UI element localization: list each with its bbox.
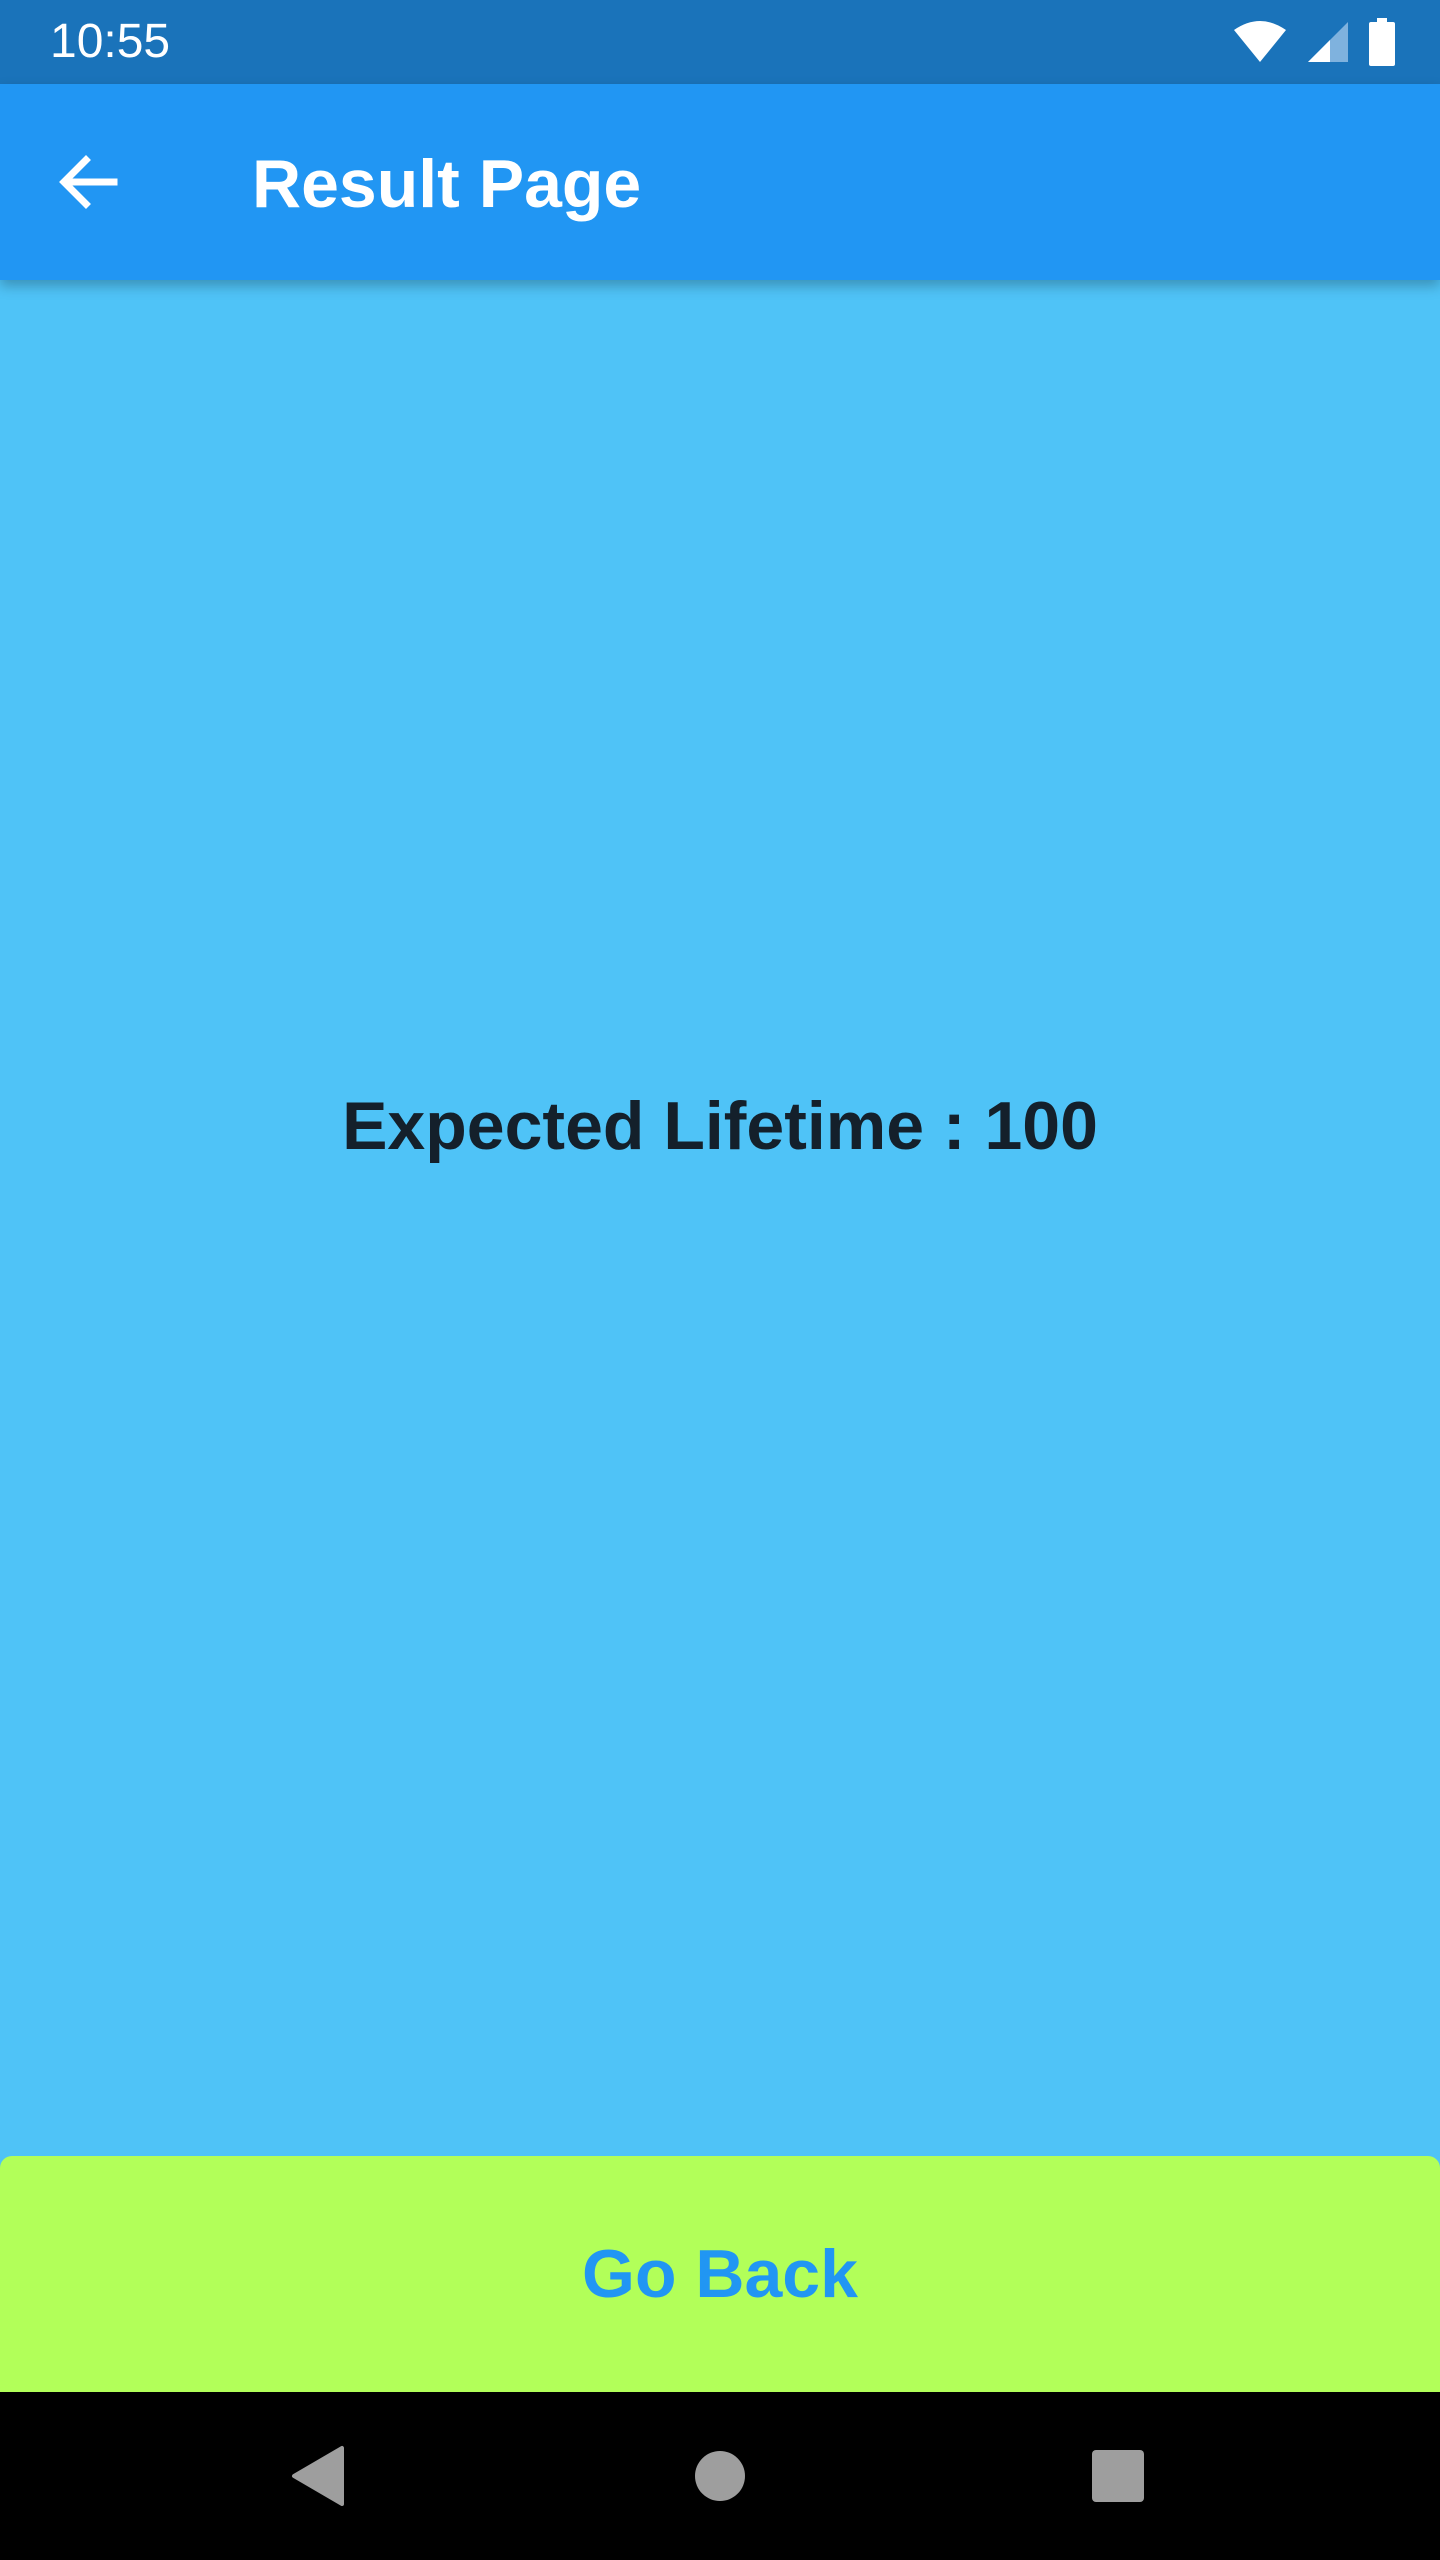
page-title: Result Page bbox=[252, 146, 642, 222]
go-back-button[interactable]: Go Back bbox=[0, 2156, 1440, 2392]
nav-recents-icon bbox=[1092, 2450, 1144, 2502]
nav-back-icon bbox=[292, 2446, 344, 2506]
nav-home-icon bbox=[695, 2451, 745, 2501]
nav-home-button[interactable] bbox=[672, 2428, 768, 2524]
nav-recents-button[interactable] bbox=[1070, 2428, 1166, 2524]
expected-lifetime-text: Expected Lifetime : 100 bbox=[342, 1088, 1098, 1164]
result-content: Expected Lifetime : 100 bbox=[0, 280, 1440, 2156]
app-bar: Result Page bbox=[0, 84, 1440, 280]
cell-signal-icon bbox=[1308, 22, 1348, 62]
arrow-left-icon bbox=[59, 155, 118, 209]
battery-icon bbox=[1369, 18, 1395, 66]
nav-back-button[interactable] bbox=[270, 2428, 366, 2524]
system-nav-bar bbox=[0, 2392, 1440, 2560]
status-time: 10:55 bbox=[50, 15, 171, 68]
go-back-label: Go Back bbox=[582, 2236, 858, 2312]
back-button[interactable] bbox=[40, 134, 136, 230]
status-bar: 10:55 bbox=[0, 0, 1440, 84]
status-icons bbox=[1214, 16, 1396, 68]
wifi-icon bbox=[1234, 21, 1286, 62]
